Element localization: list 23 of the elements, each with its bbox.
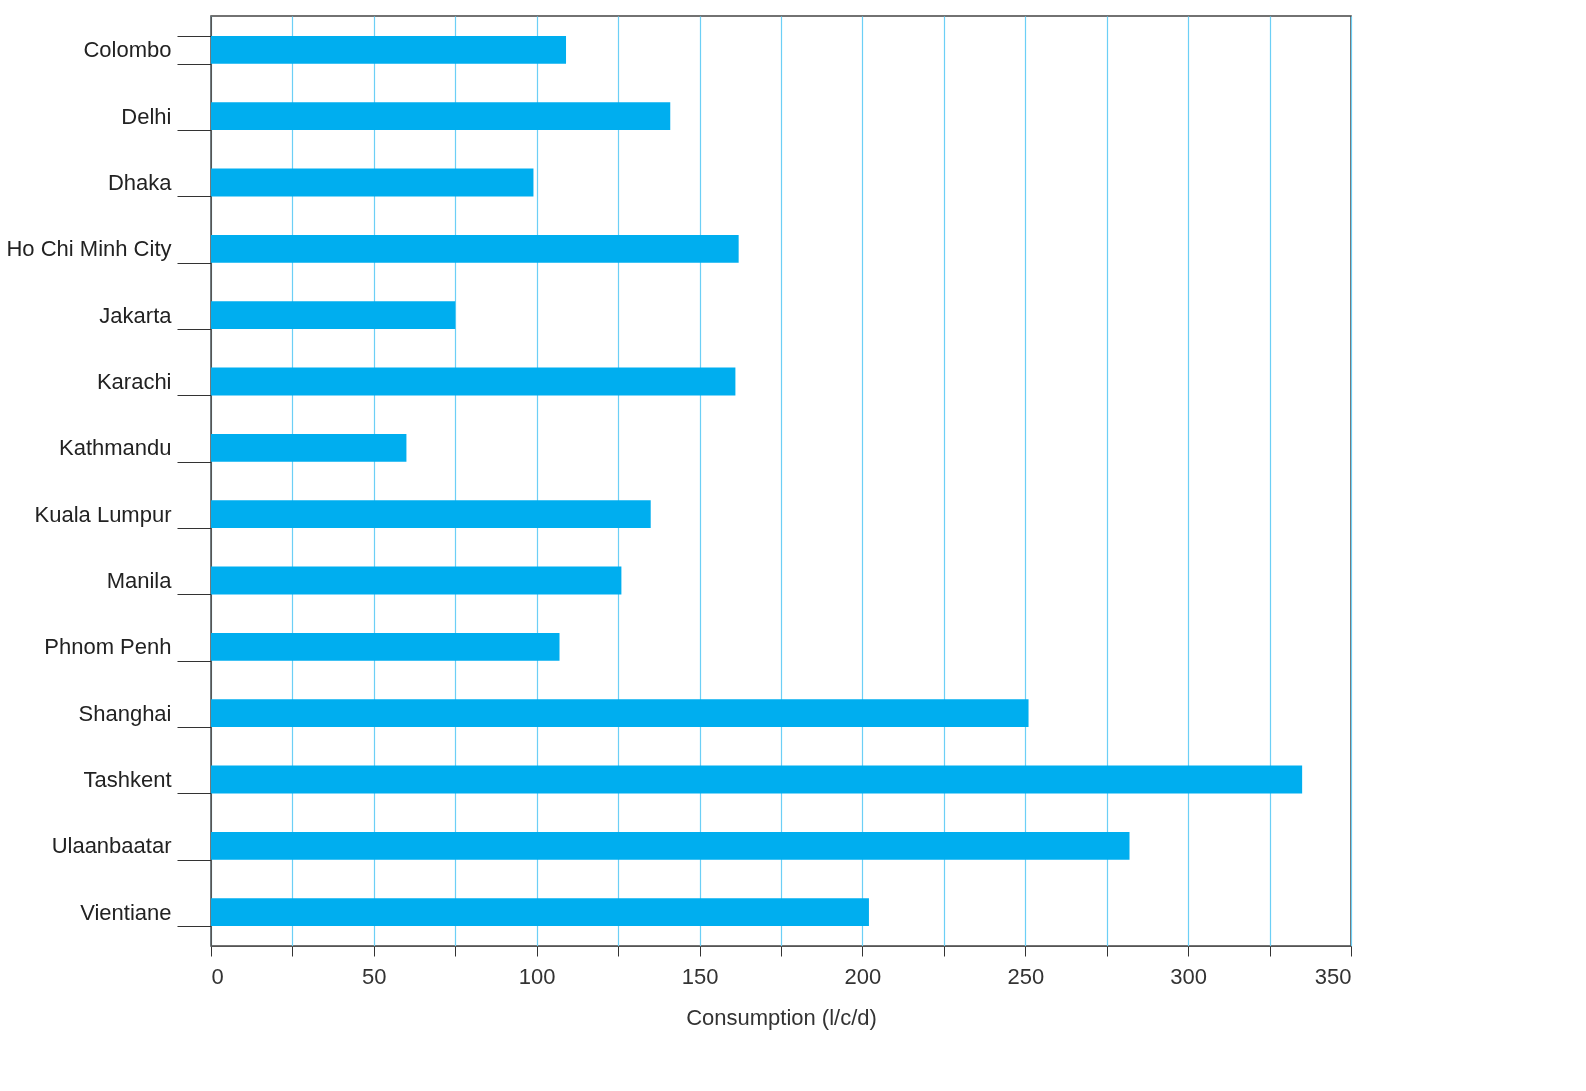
y-tick-label: Kuala Lumpur bbox=[34, 501, 172, 527]
x-axis-title: Consumption (l/c/d) bbox=[686, 1004, 877, 1030]
x-tick-label: 350 bbox=[1314, 963, 1352, 989]
y-tick-label: Ulaanbaatar bbox=[51, 833, 172, 859]
y-tick-label: Kathmandu bbox=[58, 435, 172, 461]
y-tick-label: Vientiane bbox=[80, 899, 172, 925]
x-tick-label: 0 bbox=[211, 963, 224, 989]
y-tick-label: Phnom Penh bbox=[44, 634, 172, 660]
x-tick-label: 150 bbox=[681, 963, 719, 989]
x-tick-label: 300 bbox=[1170, 963, 1207, 989]
x-tick-label: 50 bbox=[362, 963, 387, 989]
y-tick-label: Colombo bbox=[83, 37, 172, 63]
y-tick-label: Tashkent bbox=[83, 767, 172, 792]
y-tick-label: Jakarta bbox=[99, 302, 173, 328]
y-tick-label: Shanghai bbox=[78, 700, 172, 726]
x-tick-label: 250 bbox=[1007, 963, 1045, 989]
y-tick-label: Delhi bbox=[121, 103, 172, 129]
y-tick-label: Ho Chi Minh City bbox=[6, 236, 172, 262]
y-tick-label: Dhaka bbox=[107, 170, 173, 195]
x-tick-label: 200 bbox=[844, 963, 882, 989]
y-tick-label: Manila bbox=[106, 568, 173, 593]
y-tick-label: Karachi bbox=[96, 369, 172, 394]
x-tick-label: 100 bbox=[518, 963, 556, 989]
